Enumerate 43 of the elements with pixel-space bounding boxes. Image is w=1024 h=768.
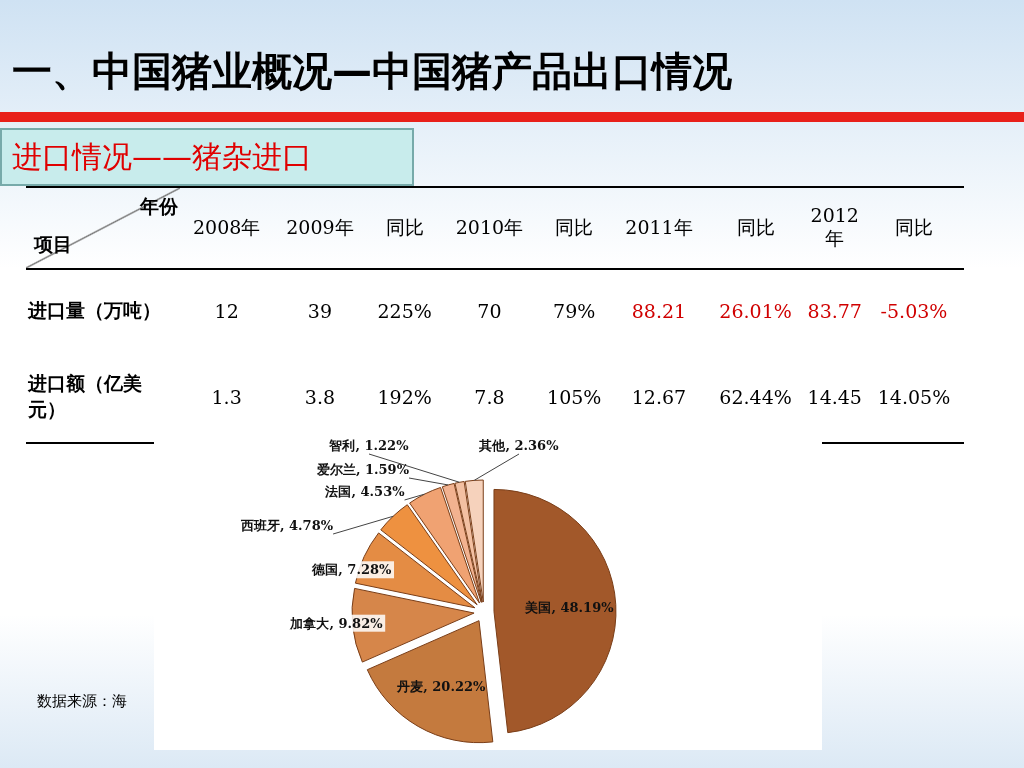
text: 项目 (34, 232, 72, 257)
text: 14.05% (863, 352, 964, 443)
text: 7.8 (474, 386, 505, 408)
text: -5.03% (879, 299, 949, 324)
slice-label: 法国, 4.53% (324, 484, 406, 499)
slice-label: 丹麦, 20.22% (396, 679, 487, 695)
text: 进口量（万吨） (27, 298, 162, 323)
slice-label: 美国, 48.19% (524, 600, 615, 616)
slice-label: 其他, 2.36% (478, 438, 560, 453)
text: 225% (376, 299, 433, 324)
text: 26.01% (718, 299, 793, 324)
text: 2012年 (805, 187, 864, 269)
text: 88.21 (630, 299, 688, 324)
slice-label: 加拿大, 9.82% (289, 615, 384, 631)
text: 12 (213, 299, 240, 324)
slice-label: 德国, 7.28% (311, 562, 393, 578)
text: 进口额（亿美元） (26, 352, 180, 443)
text: 2009年 (273, 187, 367, 269)
text: 2011年 (612, 187, 706, 269)
slice-label: 爱尔兰, 1.59% (315, 462, 410, 477)
text: 2008年 (180, 187, 274, 269)
text: 同比 (366, 187, 443, 269)
text: 12.67 (612, 352, 706, 443)
text: 79% (552, 299, 597, 324)
text: 62.44% (705, 352, 806, 443)
text: 39 (306, 299, 333, 324)
source-note: 数据来源：海 (37, 692, 127, 711)
text: 1.3 (180, 352, 274, 443)
text: 14.45 (805, 352, 864, 443)
text: 同比 (536, 187, 613, 269)
text: 一、中国猪业概况—中国猪产品出口情况 (12, 47, 732, 96)
text: 同比 (705, 187, 806, 269)
text: 192% (377, 386, 432, 408)
slice-label: 西班牙, 4.78% (240, 518, 334, 533)
text: 进口情况——猪杂进口 (0, 128, 414, 186)
slice-label: 智利, 1.22% (328, 438, 410, 453)
text: 2010年 (442, 187, 537, 269)
text: 70 (476, 299, 503, 324)
text: 3.8 (304, 386, 336, 408)
text: 年份 (140, 194, 178, 219)
text: 同比 (863, 187, 964, 269)
text: 83.77 (806, 299, 863, 324)
text: 105% (547, 386, 602, 408)
